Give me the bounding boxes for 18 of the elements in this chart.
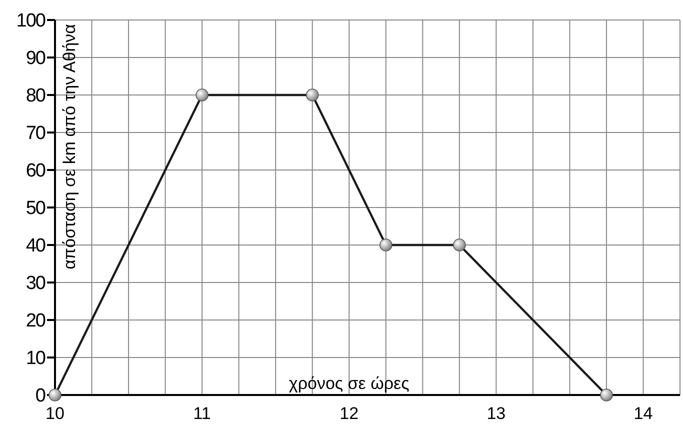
x-tick-label: 10	[46, 404, 64, 423]
x-tick-label: 12	[340, 404, 359, 423]
y-tick-label: 70	[26, 123, 46, 144]
x-axis-title: χρόνος σε ώρες	[288, 374, 410, 393]
y-tick-label: 40	[26, 236, 46, 257]
y-tick-label: 10	[26, 348, 46, 370]
y-tick-label: 100	[16, 10, 46, 32]
y-tick-label: 50	[26, 198, 46, 220]
y-axis-title: απόσταση σε km από την Αθήνα	[60, 24, 79, 270]
y-tick-label: 80	[26, 86, 46, 107]
y-tick-label: 0	[35, 386, 46, 407]
y-tick-label: 30	[26, 273, 46, 294]
x-tick-label: 11	[193, 404, 211, 423]
x-tick-label: 14	[634, 404, 653, 423]
x-tick-label: 13	[486, 404, 506, 423]
y-tick-label: 60	[26, 160, 46, 182]
y-tick-label: 20	[26, 310, 46, 332]
y-tick-label: 90	[26, 48, 46, 70]
